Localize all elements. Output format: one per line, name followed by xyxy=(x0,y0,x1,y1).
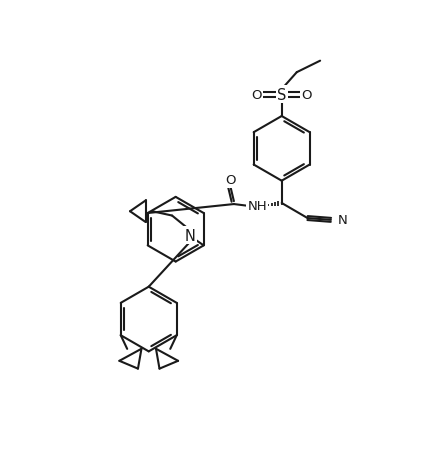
Text: O: O xyxy=(225,174,236,187)
Text: N: N xyxy=(338,214,348,227)
Text: N: N xyxy=(184,228,195,243)
Text: O: O xyxy=(302,89,312,102)
Text: NH: NH xyxy=(247,200,267,213)
Text: O: O xyxy=(251,89,262,102)
Text: S: S xyxy=(277,88,286,103)
